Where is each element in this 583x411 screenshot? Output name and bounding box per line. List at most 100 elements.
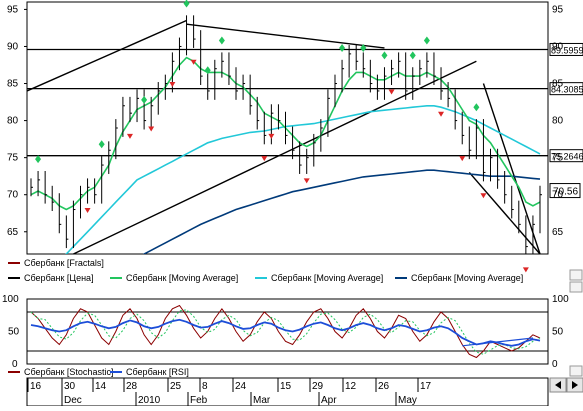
price-right-axis: 65 70 75 80 85 90 95: [552, 4, 564, 237]
legend-osc-label: Сбербанк [RSI]: [126, 367, 189, 377]
osc-right-tick-label: 100: [552, 294, 569, 305]
fractal-up-marker: [141, 95, 148, 104]
x-day-label: 8: [202, 381, 208, 392]
trendline-drop-lower: [468, 172, 541, 255]
x-day-label: 16: [30, 381, 42, 392]
osc-trendline: [462, 337, 533, 347]
fractal-up-marker: [409, 51, 416, 60]
fractal-down-marker: [268, 133, 275, 139]
price-right-tick-label: 90: [552, 41, 564, 52]
x-day-label: 25: [170, 381, 182, 392]
price-right-tick-label: 95: [552, 4, 564, 15]
fractal-down-marker: [126, 133, 133, 139]
last-price-label: 70.56: [553, 187, 578, 198]
fractal-up-marker: [423, 36, 430, 45]
ma-slow-line: [142, 169, 541, 254]
osc-panel-menu-button[interactable]: [569, 365, 583, 377]
price-left-tick-label: 85: [7, 79, 19, 90]
fractal-up-marker: [473, 103, 480, 112]
x-day-label: 15: [280, 381, 292, 392]
fractal-down-marker: [148, 126, 155, 132]
fractal-down-marker: [388, 89, 395, 95]
x-month-label: 2010: [138, 395, 161, 406]
x-day-label: 30: [64, 381, 76, 392]
hline-label: 84.3085: [551, 85, 583, 95]
price-left-tick-label: 90: [7, 41, 19, 52]
hline-label-box: [549, 149, 583, 163]
rsi-line: [30, 318, 541, 347]
trendline-channel-lower: [73, 60, 477, 255]
x-day-label: 26: [378, 381, 390, 392]
price-hlines: 89.5959 84.3085 75.2646 70.56: [27, 42, 583, 199]
x-day-label: 12: [345, 381, 357, 392]
x-month-label: Feb: [190, 395, 208, 406]
x-month-label: Apr: [321, 395, 337, 406]
osc-left-tick-label: 0: [12, 359, 18, 370]
price-left-tick-label: 65: [7, 227, 19, 238]
fractal-down-marker: [522, 267, 529, 273]
panel-resize-buttons[interactable]: [569, 269, 583, 377]
osc-right-tick-label: 50: [552, 327, 564, 338]
price-right-tick-label: 85: [552, 79, 564, 90]
price-panel[interactable]: [26, 1, 549, 255]
price-right-tick-label: 80: [552, 116, 564, 127]
legend-osc: Сбербанк [Stochastic] Сбербанк [RSI]: [8, 367, 189, 377]
fractal-down-marker: [84, 208, 91, 214]
fractal-down-marker: [261, 156, 268, 162]
price-series: [30, 15, 542, 254]
price-panel-close-button[interactable]: [569, 281, 583, 293]
fractal-up-marker: [98, 140, 105, 149]
fractal-up-marker: [381, 51, 388, 60]
osc-grid: [27, 311, 548, 352]
price-left-tick-label: 70: [7, 190, 19, 201]
hline-label-box: [549, 82, 583, 96]
price-fractals: [35, 0, 529, 273]
fractal-down-marker: [303, 178, 310, 184]
price-left-tick-label: 95: [7, 4, 19, 15]
legend-label: Сбербанк [Цена]: [24, 273, 94, 283]
fractal-up-marker: [218, 36, 225, 45]
fractal-up-marker: [35, 155, 42, 164]
hline-label-box: [549, 42, 583, 56]
price-right-tick-label: 70: [552, 190, 564, 201]
legend-label: Сбербанк [Moving Average]: [126, 273, 238, 283]
last-price-box: [549, 183, 581, 199]
scrollbar-arrows[interactable]: [549, 377, 583, 393]
x-axis-strip: [26, 377, 549, 407]
fractal-down-marker: [438, 111, 445, 117]
stochastic-line: [30, 304, 541, 359]
x-day-label: 17: [420, 381, 432, 392]
x-day-label: 14: [95, 381, 107, 392]
fractal-down-marker: [459, 156, 466, 162]
price-left-axis: 65 70 75 80 85 90 95: [7, 4, 27, 238]
price-right-tick-label: 65: [552, 227, 564, 238]
trendline-upper-left: [26, 19, 187, 92]
x-month-label: Mar: [253, 395, 271, 406]
fractal-up-marker: [360, 43, 367, 52]
legend-label: Сбербанк [Fractals]: [24, 258, 104, 268]
legend-label: Сбербанк [Moving Average]: [271, 273, 383, 283]
osc-series: [30, 304, 541, 359]
osc-panel[interactable]: [26, 298, 549, 365]
legend-osc-label: Сбербанк [Stochastic]: [24, 367, 113, 377]
osc-left-tick-label: 50: [8, 327, 20, 338]
price-panel-menu-button[interactable]: [569, 269, 583, 281]
price-right-tick-label: 75: [552, 153, 564, 164]
fractal-down-marker: [480, 193, 487, 199]
osc-right-axis: 0 50 100: [552, 294, 569, 370]
trendline-top: [186, 23, 385, 49]
price-left-tick-label: 75: [7, 153, 19, 164]
x-day-label: 24: [235, 381, 247, 392]
x-month-label: May: [398, 395, 417, 406]
fractal-up-marker: [204, 66, 211, 75]
hline-label: 89.5959: [551, 45, 583, 55]
chevron-right-icon: [572, 381, 578, 389]
chevron-left-icon: [555, 381, 561, 389]
trendline-drop: [482, 83, 541, 255]
x-month-label: Dec: [64, 395, 82, 406]
hline-label: 75.2646: [551, 152, 583, 162]
fractal-up-marker: [183, 0, 190, 8]
x-day-label: 29: [312, 381, 324, 392]
